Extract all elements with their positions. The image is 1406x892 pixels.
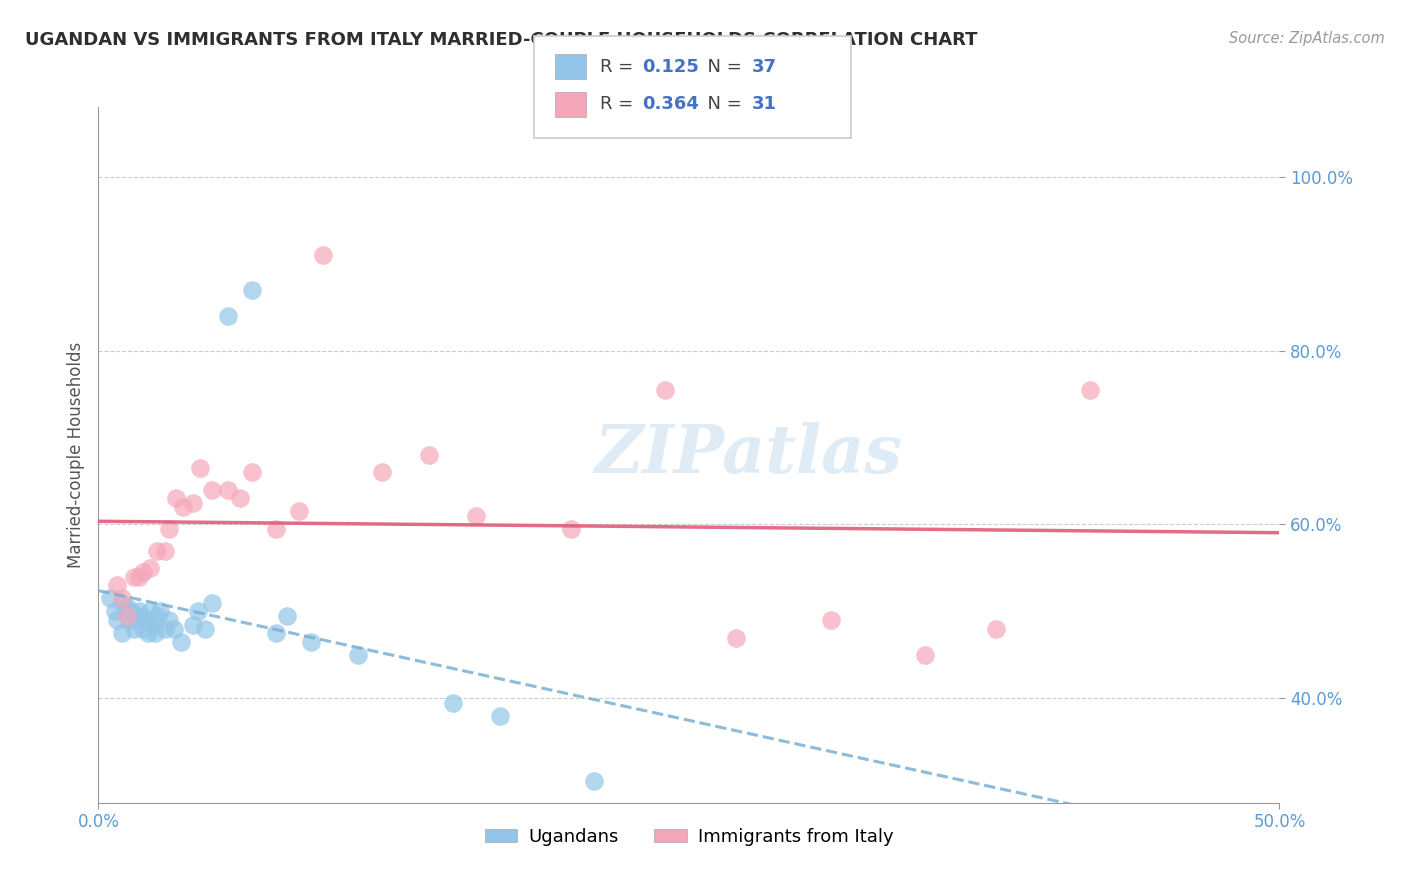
Text: UGANDAN VS IMMIGRANTS FROM ITALY MARRIED-COUPLE HOUSEHOLDS CORRELATION CHART: UGANDAN VS IMMIGRANTS FROM ITALY MARRIED… (25, 31, 977, 49)
Point (489, 708, 512, 723)
Point (149, 605, 172, 619)
Point (201, 483, 224, 497)
Point (288, 504, 311, 518)
Point (118, 613, 141, 627)
Point (276, 608, 298, 623)
Point (146, 608, 169, 623)
Point (132, 566, 155, 580)
Point (142, 617, 165, 632)
Point (181, 496, 204, 510)
Point (1080, 383, 1102, 397)
Point (217, 309, 239, 323)
Point (172, 500, 194, 514)
Point (299, 635, 322, 649)
Point (111, 596, 134, 610)
Point (105, 613, 128, 627)
Point (187, 605, 209, 619)
Point (240, 465, 263, 479)
Point (143, 626, 166, 640)
Point (115, 600, 138, 615)
Legend: Ugandans, Immigrants from Italy: Ugandans, Immigrants from Italy (477, 821, 901, 853)
Point (139, 561, 162, 575)
Text: 37: 37 (752, 58, 778, 76)
Point (163, 622, 186, 636)
Point (201, 596, 224, 610)
Point (229, 491, 252, 506)
Point (560, 522, 582, 536)
Point (418, 448, 440, 462)
Point (132, 622, 155, 636)
Point (240, 283, 263, 297)
Text: R =: R = (600, 95, 640, 113)
Text: ZIPatlas: ZIPatlas (595, 423, 901, 487)
Text: 0.125: 0.125 (643, 58, 699, 76)
Point (441, 696, 464, 710)
Point (121, 605, 143, 619)
Point (914, 648, 936, 662)
Point (165, 491, 187, 506)
Point (129, 608, 152, 623)
Point (146, 543, 169, 558)
Point (984, 622, 1007, 636)
Point (654, 383, 676, 397)
Point (136, 626, 159, 640)
Point (125, 613, 148, 627)
Point (725, 631, 748, 645)
Point (104, 605, 127, 619)
Point (135, 613, 157, 627)
Point (122, 622, 145, 636)
Point (139, 605, 162, 619)
Text: 31: 31 (752, 95, 778, 113)
Point (157, 522, 180, 536)
Point (128, 570, 150, 584)
Point (98, 591, 121, 606)
Point (153, 622, 176, 636)
Point (371, 465, 394, 479)
Point (105, 578, 128, 592)
Point (820, 613, 842, 627)
Point (153, 543, 176, 558)
Point (465, 508, 488, 523)
Point (188, 461, 211, 475)
Point (111, 591, 134, 606)
Point (347, 648, 370, 662)
Point (122, 570, 145, 584)
Point (312, 248, 335, 262)
Point (157, 613, 180, 627)
Point (194, 622, 217, 636)
Point (181, 617, 204, 632)
Text: N =: N = (696, 58, 748, 76)
Text: 0.364: 0.364 (643, 95, 699, 113)
Text: N =: N = (696, 95, 748, 113)
Point (170, 635, 193, 649)
Text: R =: R = (600, 58, 640, 76)
Y-axis label: Married-couple Households: Married-couple Households (66, 342, 84, 568)
Point (264, 522, 287, 536)
Point (217, 483, 239, 497)
Point (111, 626, 134, 640)
Point (115, 608, 138, 623)
Text: Source: ZipAtlas.com: Source: ZipAtlas.com (1229, 31, 1385, 46)
Point (583, 774, 606, 789)
Point (264, 626, 287, 640)
Point (128, 605, 150, 619)
